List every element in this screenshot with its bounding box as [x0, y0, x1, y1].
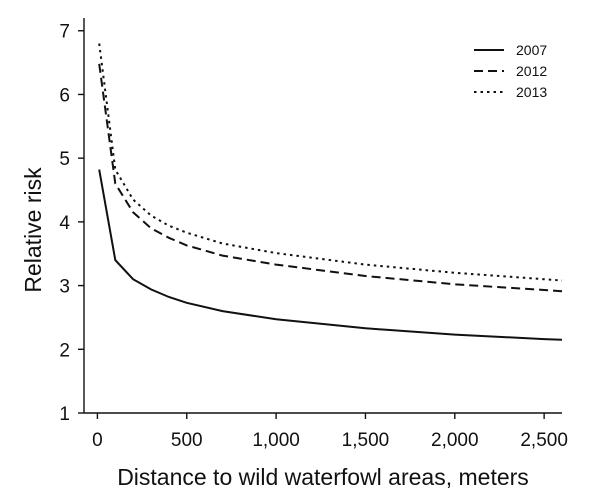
y-tick-label: 5: [59, 149, 70, 170]
y-tick-label: 1: [59, 404, 70, 425]
series-line-2013: [98, 43, 563, 282]
x-tick-label: 2,500: [520, 430, 568, 451]
x-ticks: 0 500 1,000 1,500 2,000 2,500: [92, 413, 568, 451]
x-tick-label: 2,000: [431, 430, 479, 451]
series-line-2012: [98, 63, 563, 293]
legend-label-2007: 2007: [516, 42, 547, 58]
x-tick-label: 1,500: [342, 430, 390, 451]
x-tick-label: 0: [92, 430, 103, 451]
legend-label-2012: 2012: [516, 63, 547, 79]
y-tick-label: 3: [59, 277, 70, 298]
y-tick-label: 6: [59, 85, 70, 106]
y-tick-label: 4: [59, 213, 70, 234]
y-tick-label: 2: [59, 340, 70, 361]
x-axis-title: Distance to wild waterfowl areas, meters: [117, 464, 529, 490]
x-tick-label: 500: [171, 430, 203, 451]
legend: 2007 2012 2013: [474, 42, 547, 100]
x-tick-label: 1,000: [252, 430, 300, 451]
series-lines: [98, 43, 563, 341]
y-tick-label: 7: [59, 22, 70, 43]
series-line-2007: [98, 169, 563, 341]
y-axis-title: Relative risk: [20, 167, 46, 293]
axes: 1 2 3 4 5 6 7 0 500 1,000 1,500 2,000 2,500: [59, 18, 568, 451]
y-ticks: 1 2 3 4 5 6 7: [59, 22, 84, 425]
legend-label-2013: 2013: [516, 84, 547, 100]
